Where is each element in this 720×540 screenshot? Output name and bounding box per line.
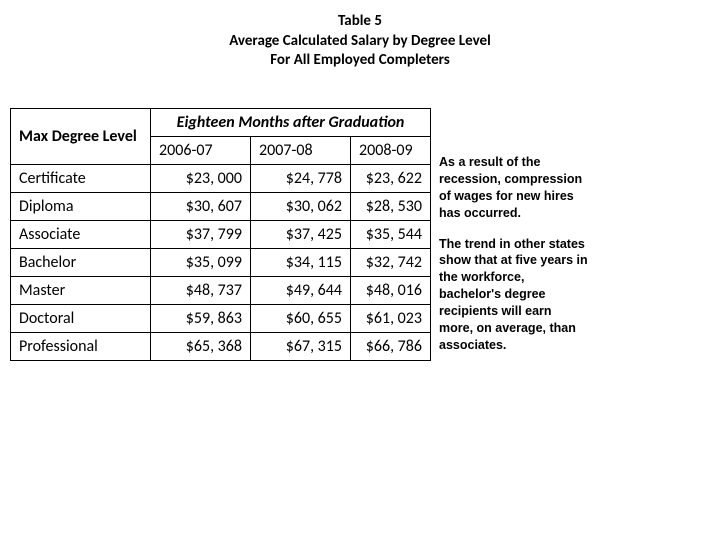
title-line-3: For All Employed Completers (0, 51, 720, 71)
row-label: Doctoral (11, 305, 151, 333)
cell: $37, 799 (151, 221, 251, 249)
cell: $23, 000 (151, 165, 251, 193)
table-row: Professional $65, 368 $67, 315 $66, 786 (11, 333, 431, 361)
cell: $65, 368 (151, 333, 251, 361)
col-header-0: 2006-07 (151, 137, 251, 165)
table-row: Certificate $23, 000 $24, 778 $23, 622 (11, 165, 431, 193)
cell: $48, 016 (351, 277, 431, 305)
cell: $28, 530 (351, 193, 431, 221)
cell: $30, 062 (251, 193, 351, 221)
row-header-label: Max Degree Level (11, 109, 151, 165)
cell: $30, 607 (151, 193, 251, 221)
table-row: Associate $37, 799 $37, 425 $35, 544 (11, 221, 431, 249)
side-commentary: As a result of the recession, compressio… (439, 108, 589, 368)
title-line-1: Table 5 (0, 12, 720, 32)
row-label: Master (11, 277, 151, 305)
cell: $67, 315 (251, 333, 351, 361)
cell: $37, 425 (251, 221, 351, 249)
cell: $66, 786 (351, 333, 431, 361)
cell: $24, 778 (251, 165, 351, 193)
cell: $60, 655 (251, 305, 351, 333)
side-paragraph-2: The trend in other states show that at f… (439, 236, 589, 354)
content-row: Max Degree Level Eighteen Months after G… (10, 108, 710, 368)
side-paragraph-1: As a result of the recession, compressio… (439, 154, 589, 222)
col-header-2: 2008-09 (351, 137, 431, 165)
col-header-1: 2007-08 (251, 137, 351, 165)
cell: $49, 644 (251, 277, 351, 305)
cell: $35, 099 (151, 249, 251, 277)
cell: $34, 115 (251, 249, 351, 277)
row-label: Professional (11, 333, 151, 361)
row-label: Associate (11, 221, 151, 249)
salary-table: Max Degree Level Eighteen Months after G… (10, 108, 431, 361)
table-row: Doctoral $59, 863 $60, 655 $61, 023 (11, 305, 431, 333)
cell: $23, 622 (351, 165, 431, 193)
cell: $59, 863 (151, 305, 251, 333)
span-header: Eighteen Months after Graduation (151, 109, 431, 137)
row-label: Certificate (11, 165, 151, 193)
table-row: Bachelor $35, 099 $34, 115 $32, 742 (11, 249, 431, 277)
cell: $61, 023 (351, 305, 431, 333)
cell: $32, 742 (351, 249, 431, 277)
table-row: Master $48, 737 $49, 644 $48, 016 (11, 277, 431, 305)
table-row: Diploma $30, 607 $30, 062 $28, 530 (11, 193, 431, 221)
table-title: Table 5 Average Calculated Salary by Deg… (0, 0, 720, 71)
row-label: Bachelor (11, 249, 151, 277)
cell: $48, 737 (151, 277, 251, 305)
row-label: Diploma (11, 193, 151, 221)
title-line-2: Average Calculated Salary by Degree Leve… (0, 32, 720, 52)
cell: $35, 544 (351, 221, 431, 249)
